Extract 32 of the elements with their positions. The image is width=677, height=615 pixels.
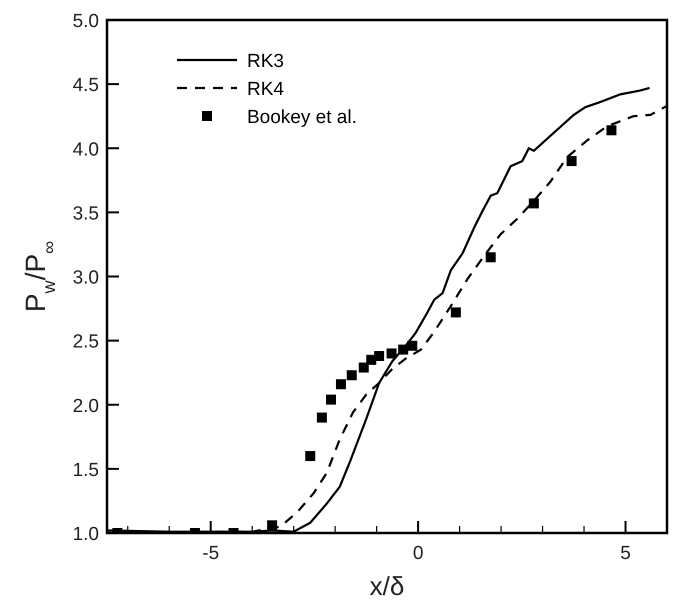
y-tick-label: 3.0: [72, 268, 99, 288]
point: [267, 520, 278, 530]
x-tick-label: 5: [620, 543, 631, 564]
point: [374, 351, 384, 362]
point: [486, 252, 496, 262]
point: [606, 125, 616, 136]
y-tick-label: 3.5: [72, 203, 99, 224]
point: [346, 370, 357, 380]
legend-label: RK3: [247, 51, 284, 72]
point: [407, 340, 418, 351]
legend-label: RK4: [247, 79, 284, 100]
point: [316, 412, 327, 423]
y-tick-label: 4.0: [72, 139, 99, 160]
y-tick-label: 2.0: [72, 396, 99, 417]
y-tick-label: 4.5: [72, 75, 99, 96]
point: [398, 344, 408, 355]
point: [450, 307, 461, 318]
point: [358, 362, 369, 373]
x-axis-title: x/δ: [370, 571, 404, 601]
x-tick-label: -5: [202, 543, 220, 564]
point: [386, 348, 397, 358]
y-tick-label: 1.0: [72, 524, 99, 545]
legend-label: Bookey et al.: [247, 107, 357, 128]
y-tick-label: 2.5: [72, 332, 99, 353]
point: [305, 451, 316, 462]
point: [326, 394, 336, 405]
point: [336, 379, 346, 390]
x-tick-label: 0: [412, 543, 424, 564]
y-tick-label: 5.0: [72, 11, 99, 32]
y-tick-label: 1.5: [72, 460, 99, 481]
point: [528, 198, 539, 208]
point: [566, 156, 577, 166]
